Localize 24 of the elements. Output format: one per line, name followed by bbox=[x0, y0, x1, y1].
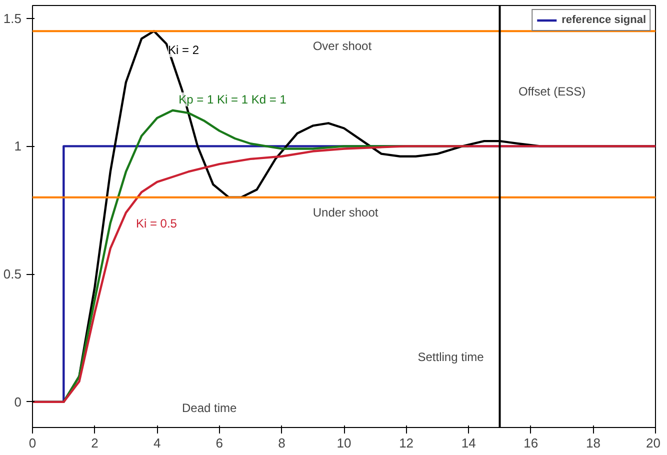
annotation: Offset (ESS) bbox=[518, 84, 586, 98]
y-tick-label: 0 bbox=[14, 394, 22, 410]
x-tick-label: 12 bbox=[399, 436, 414, 450]
ref-line-label: Over shoot bbox=[312, 39, 372, 54]
x-tick-label: 8 bbox=[278, 436, 286, 450]
ref-line-label: Under shoot bbox=[312, 205, 379, 220]
x-tick-label: 14 bbox=[461, 436, 476, 450]
legend-label: reference signal bbox=[562, 14, 646, 26]
x-tick-label: 20 bbox=[646, 436, 661, 450]
y-tick-label: 1 bbox=[14, 138, 22, 154]
x-tick-label: 10 bbox=[336, 436, 352, 450]
series-label: Ki = 2 bbox=[168, 43, 200, 58]
x-tick-label: 18 bbox=[586, 436, 600, 450]
annotation: Dead time bbox=[182, 400, 238, 415]
x-tick-label: 16 bbox=[524, 436, 538, 450]
series-label: Ki = 0.5 bbox=[136, 216, 178, 231]
series-label: Kp = 1 Ki = 1 Kd = 1 bbox=[178, 92, 287, 106]
x-tick-label: 4 bbox=[153, 436, 161, 450]
ref-line-label: Settling time bbox=[418, 350, 484, 364]
y-tick-label: 0.5 bbox=[3, 266, 22, 282]
x-tick-label: 2 bbox=[91, 436, 98, 450]
y-tick-label: 1.5 bbox=[3, 10, 22, 26]
x-tick-label: 6 bbox=[216, 436, 224, 450]
x-tick-label: 0 bbox=[28, 436, 36, 450]
